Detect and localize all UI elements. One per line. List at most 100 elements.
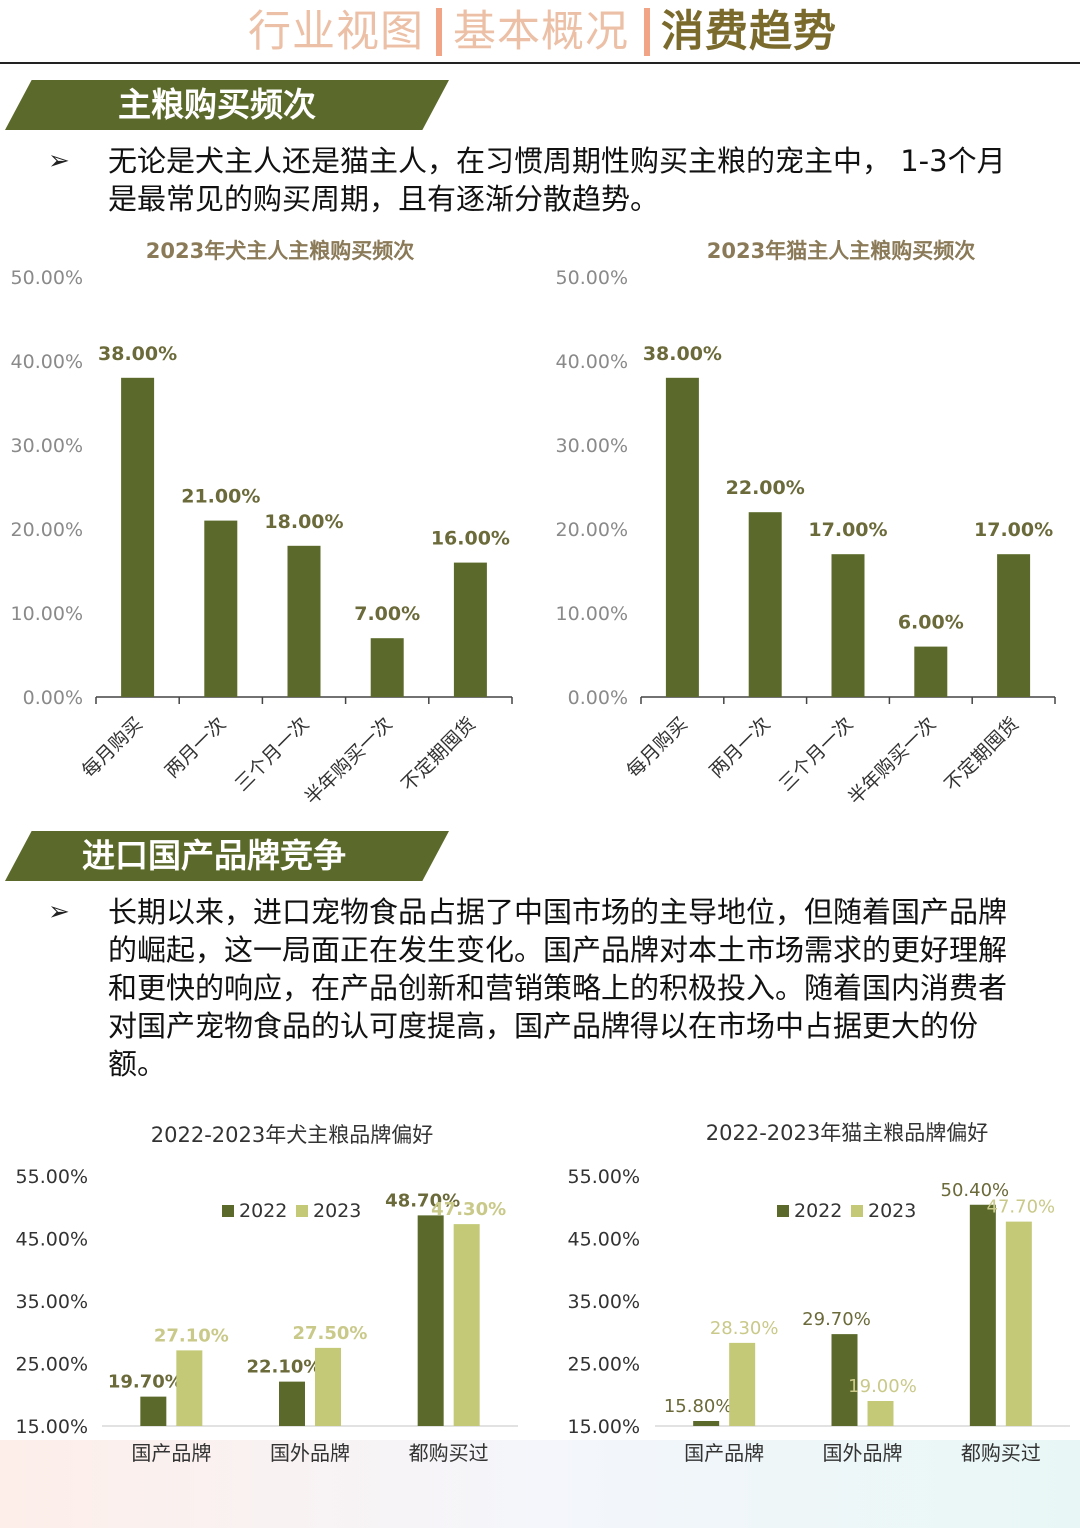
y-tick-label: 25.00% xyxy=(568,1354,640,1376)
section-banner xyxy=(5,831,449,881)
bar-value-label: 48.70% xyxy=(385,1190,460,1211)
y-tick-label: 50.00% xyxy=(556,267,628,289)
nav-consumption-trend[interactable]: 消费趋势 xyxy=(661,7,837,57)
bar-value-label: 7.00% xyxy=(354,603,420,625)
x-category-label: 每月购买 xyxy=(78,713,147,782)
y-tick-label: 0.00% xyxy=(23,687,83,709)
section1-paragraph: 无论是犬主人还是猫主人，在习惯周期性购买主粮的宠主中， 1-3个月是最常见的购买… xyxy=(108,144,1006,216)
y-tick-label: 30.00% xyxy=(11,435,83,457)
bar-value-label: 50.40% xyxy=(941,1180,1010,1201)
x-category-label: 都购买过 xyxy=(961,1441,1041,1465)
bar xyxy=(914,646,948,697)
bar-value-label: 22.00% xyxy=(726,477,805,499)
bar-2022 xyxy=(417,1215,444,1426)
legend-label: 2022 xyxy=(794,1200,842,1222)
y-tick-label: 20.00% xyxy=(556,519,628,541)
bullet-arrow-icon: ➢ xyxy=(48,146,70,176)
y-tick-label: 10.00% xyxy=(556,603,628,625)
bar-2023 xyxy=(1005,1221,1032,1426)
bar xyxy=(453,562,487,697)
y-tick-label: 15.00% xyxy=(16,1416,88,1438)
cat-frequency-chart: 2023年猫主人主粮购买频次 0.00% 10.00% 20.00% 30.00% 40.… xyxy=(556,239,1056,809)
bar-value-label: 47.70% xyxy=(987,1197,1056,1218)
legend-swatch xyxy=(296,1205,308,1217)
nav-separator xyxy=(436,8,442,56)
bar-2023 xyxy=(315,1347,341,1426)
bar-value-label: 15.80% xyxy=(664,1396,733,1417)
y-tick-label: 10.00% xyxy=(11,603,83,625)
bar-2023 xyxy=(176,1350,203,1426)
bar-2023 xyxy=(867,1401,894,1426)
section-title-brand-competition: 进口国产品牌竞争 xyxy=(82,836,346,875)
bar-2022 xyxy=(693,1421,720,1426)
section2-paragraph: 长期以来，进口宠物食品占据了中国市场的主导地位，但随着国产品牌的崛起，这一局面正… xyxy=(108,895,1008,1081)
x-category-label: 国产品牌 xyxy=(684,1441,764,1465)
bar-value-label: 6.00% xyxy=(898,612,964,634)
bar-value-label: 19.00% xyxy=(848,1376,917,1397)
section-banner xyxy=(5,80,449,130)
chart-title: 2022-2023年猫主粮品牌偏好 xyxy=(706,1121,988,1145)
dog-brand-chart: 2022-2023年犬主粮品牌偏好 15.00% 25.00% 35.00% 45.00… xyxy=(16,1123,518,1465)
bar-value-label: 29.70% xyxy=(802,1309,871,1330)
bar xyxy=(665,377,699,697)
x-category-label: 三个月一次 xyxy=(775,713,858,796)
x-category-label: 不定期囤货 xyxy=(397,713,480,796)
bar-value-label: 27.10% xyxy=(154,1325,229,1346)
bar-value-label: 38.00% xyxy=(98,343,177,365)
bar-2022 xyxy=(969,1204,996,1426)
nav-industry-view[interactable]: 行业视图 xyxy=(248,7,424,57)
bar-value-label: 19.70% xyxy=(108,1372,183,1393)
cat-brand-chart: 2022-2023年猫主粮品牌偏好 15.00% 25.00% 35.00% 45.00… xyxy=(568,1121,1070,1465)
bar-2023 xyxy=(453,1224,480,1426)
y-tick-label: 55.00% xyxy=(568,1166,640,1188)
legend-label: 2023 xyxy=(868,1200,916,1222)
y-tick-label: 40.00% xyxy=(11,351,83,373)
x-category-label: 半年购买一次 xyxy=(844,713,940,809)
bar-value-label: 21.00% xyxy=(181,486,260,508)
x-category-label: 国产品牌 xyxy=(131,1441,211,1465)
legend-swatch xyxy=(851,1205,863,1217)
bar-2022 xyxy=(279,1381,305,1426)
bar-value-label: 17.00% xyxy=(808,519,887,541)
bar-2022 xyxy=(140,1396,167,1426)
bar xyxy=(370,638,404,697)
dog-frequency-chart: 2023年犬主人主粮购买频次 0.00% 10.00% 20.00% 30.00% 40.… xyxy=(11,239,513,809)
bar-value-label: 17.00% xyxy=(974,519,1053,541)
nav-overview[interactable]: 基本概况 xyxy=(453,7,629,57)
y-tick-label: 30.00% xyxy=(556,435,628,457)
bar-2023 xyxy=(729,1342,756,1426)
bar-value-label: 18.00% xyxy=(264,511,343,533)
bar xyxy=(748,512,782,697)
bar-2022 xyxy=(831,1334,858,1426)
chart-title: 2022-2023年犬主粮品牌偏好 xyxy=(151,1123,433,1147)
header-nav: 行业视图 基本概况 消费趋势 xyxy=(0,0,1080,64)
y-tick-label: 0.00% xyxy=(568,687,628,709)
bar-value-label: 38.00% xyxy=(643,343,722,365)
bar-value-label: 47.30% xyxy=(431,1199,506,1220)
x-category-label: 都购买过 xyxy=(409,1441,489,1465)
x-category-label: 国外品牌 xyxy=(823,1441,903,1465)
y-tick-label: 25.00% xyxy=(16,1354,88,1376)
bar-value-label: 27.50% xyxy=(293,1323,368,1344)
bar-value-label: 16.00% xyxy=(431,528,510,550)
bar xyxy=(287,545,321,697)
bar xyxy=(831,554,865,697)
nav-separator xyxy=(644,8,650,56)
bullet-arrow-icon: ➢ xyxy=(48,897,70,927)
bar xyxy=(997,554,1031,697)
bottom-gradient xyxy=(0,1440,1080,1528)
bar-value-label: 28.30% xyxy=(710,1318,779,1339)
legend-label: 2022 xyxy=(239,1200,287,1222)
x-category-label: 两月一次 xyxy=(705,713,774,782)
x-category-label: 半年购买一次 xyxy=(301,713,397,809)
y-tick-label: 35.00% xyxy=(568,1291,640,1313)
y-tick-label: 40.00% xyxy=(556,351,628,373)
legend-swatch xyxy=(777,1205,789,1217)
y-tick-label: 35.00% xyxy=(16,1291,88,1313)
legend-label: 2023 xyxy=(313,1200,361,1222)
y-tick-label: 50.00% xyxy=(11,267,83,289)
y-tick-label: 20.00% xyxy=(11,519,83,541)
section-title-feeding-frequency: 主粮购买频次 xyxy=(118,85,316,124)
bar-value-label: 22.10% xyxy=(247,1357,322,1378)
bar xyxy=(121,377,155,697)
